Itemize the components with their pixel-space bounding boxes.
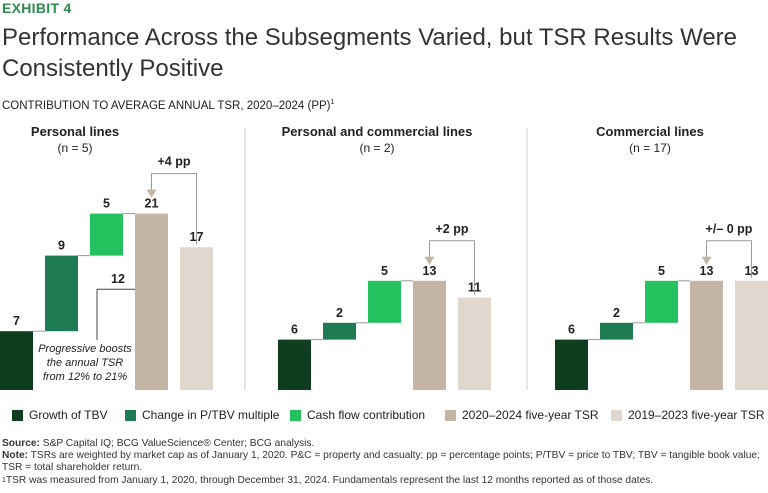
data-label-growth-tbv-p3: 6 (568, 323, 575, 337)
annotation-text-p1-line1: Progressive boosts (38, 343, 132, 355)
legend-label-growth-tbv: Growth of TBV (29, 408, 108, 422)
subtitle-footnote-mark: 1 (330, 99, 335, 106)
bar-growth-tbv-p1 (0, 331, 33, 390)
delta-bracket-p2 (429, 240, 475, 295)
delta-label-p2: +2 pp (436, 222, 469, 236)
note-text: TSRs are weighted by market cap as of Ja… (2, 450, 760, 474)
bar-cash-flow-p2 (368, 280, 401, 323)
data-label-cash-flow-p1: 5 (103, 197, 110, 211)
bar-tsr-2020-p1 (135, 213, 168, 390)
data-label-growth-tbv-p2: 6 (291, 323, 298, 337)
source-text: S&P Capital IQ; BCG ValueScience® Center… (39, 438, 315, 449)
data-label-change-ptbv-p3: 2 (613, 306, 620, 320)
data-label-tsr-2020-p3: 13 (700, 264, 714, 278)
footnote-1-mark: 1 (2, 476, 6, 484)
chart-subtitle: CONTRIBUTION TO AVERAGE ANNUAL TSR, 2020… (2, 99, 334, 112)
panel-title-2: Personal and commercial lines (282, 124, 473, 139)
exhibit-label: EXHIBIT 4 (2, 0, 72, 16)
legend-swatch-cash-flow (290, 409, 301, 421)
bar-tsr-2019-p3 (735, 280, 768, 390)
legend-label-tsr-2020: 2020–2024 five-year TSR (462, 408, 599, 422)
data-label-growth-tbv-p1: 7 (13, 314, 20, 328)
legend-label-tsr-2019: 2019–2023 five-year TSR (628, 408, 765, 422)
bar-growth-tbv-p3 (555, 339, 588, 390)
bar-tsr-2019-p1 (180, 247, 213, 390)
legend-swatch-tsr-2019 (611, 409, 622, 421)
data-label-cash-flow-p3: 5 (658, 264, 665, 278)
data-label-cash-flow-p2: 5 (381, 264, 388, 278)
legend-label-change-ptbv: Change in P/TBV multiple (142, 408, 280, 422)
bar-tsr-2020-p2 (413, 280, 446, 390)
legend-label-cash-flow: Cash flow contribution (307, 408, 426, 422)
panel-n-1: (n = 5) (57, 141, 92, 155)
footnote-1: 1TSR was measured from January 1, 2020, … (2, 475, 762, 487)
annotation-text-p1-line3: from 12% to 21% (43, 371, 128, 383)
legend-item-tsr-2019: 2019–2023 five-year TSR (611, 408, 765, 422)
data-label-change-ptbv-p1: 9 (58, 239, 65, 253)
legend-swatch-growth-tbv (12, 409, 23, 421)
panel-title-3: Commercial lines (596, 124, 704, 139)
panel-title-1: Personal lines (31, 124, 119, 139)
data-label-tsr-2020-p2: 13 (423, 264, 437, 278)
subtitle-text: CONTRIBUTION TO AVERAGE ANNUAL TSR, 2020… (2, 99, 331, 112)
legend: Growth of TBV Change in P/TBV multiple C… (0, 408, 768, 426)
annotation-value-p1: 12 (111, 272, 125, 286)
bar-change-ptbv-p1 (45, 255, 78, 332)
note: Note: TSRs are weighted by market cap as… (2, 450, 762, 474)
data-label-change-ptbv-p2: 2 (336, 306, 343, 320)
source-note: Source: S&P Capital IQ; BCG ValueScience… (2, 438, 762, 450)
bar-change-ptbv-p2 (323, 322, 356, 340)
delta-label-p3: +/– 0 pp (706, 222, 753, 236)
bar-tsr-2020-p3 (690, 280, 723, 390)
legend-swatch-change-ptbv (125, 409, 136, 421)
delta-label-p1: +4 pp (158, 155, 191, 169)
panel-n-3: (n = 17) (629, 141, 671, 155)
bar-cash-flow-p3 (645, 280, 678, 323)
delta-arrow-icon-p2 (424, 256, 435, 265)
delta-bracket-p1 (151, 173, 197, 245)
legend-item-growth-tbv: Growth of TBV (12, 408, 107, 422)
legend-swatch-tsr-2020 (445, 409, 456, 421)
footnotes: Source: S&P Capital IQ; BCG ValueScience… (2, 438, 762, 487)
delta-arrow-icon-p3 (701, 256, 712, 265)
footnote-1-text: TSR was measured from January 1, 2020, t… (5, 474, 654, 486)
bar-change-ptbv-p3 (600, 322, 633, 340)
legend-item-tsr-2020: 2020–2024 five-year TSR (445, 408, 599, 422)
bar-tsr-2019-p2 (458, 297, 491, 390)
delta-bracket-p3 (706, 240, 752, 278)
legend-item-change-ptbv: Change in P/TBV multiple (125, 408, 279, 422)
legend-item-cash-flow: Cash flow contribution (290, 408, 425, 422)
delta-arrow-icon-p1 (146, 189, 157, 198)
note-label: Note: (2, 450, 29, 462)
panel-n-2: (n = 2) (359, 141, 394, 155)
annotation-text-p1-line2: the annual TSR (47, 357, 123, 369)
data-label-tsr-2020-p1: 21 (145, 197, 159, 211)
source-label: Source: (2, 438, 40, 449)
chart-title: Performance Across the Subsegments Varie… (2, 24, 737, 82)
bar-growth-tbv-p2 (278, 339, 311, 390)
bar-cash-flow-p1 (90, 213, 123, 256)
